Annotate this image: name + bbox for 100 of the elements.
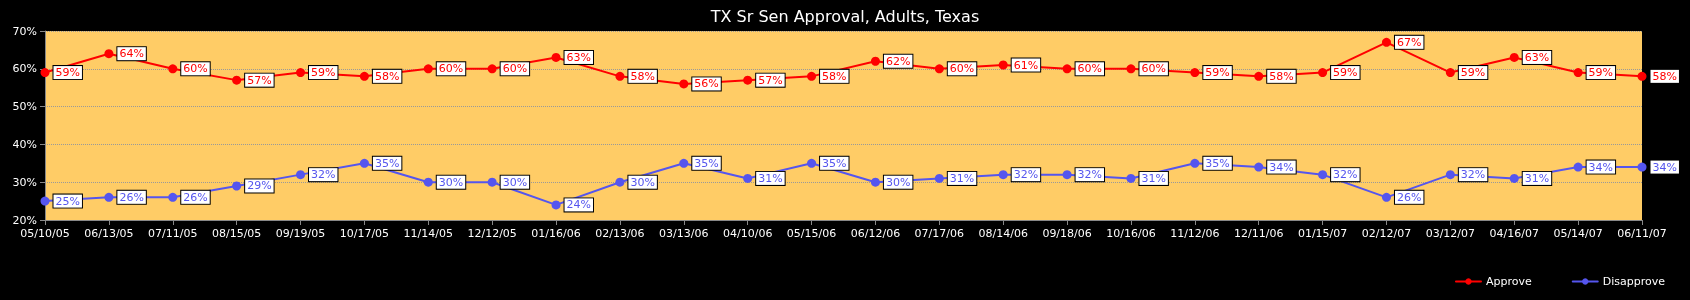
data-label: 58% xyxy=(822,69,847,83)
point xyxy=(1509,173,1519,183)
point xyxy=(1637,71,1647,81)
data-label: 61% xyxy=(1013,58,1039,72)
point xyxy=(1190,158,1200,168)
data-label: 60% xyxy=(502,62,528,76)
point xyxy=(1381,37,1391,47)
data-label: 35% xyxy=(822,156,847,170)
point xyxy=(1254,71,1264,81)
data-label: 59% xyxy=(1205,66,1230,80)
x-tick-label: 11/12/06 xyxy=(1170,227,1220,240)
data-label: 35% xyxy=(374,156,400,170)
y-tick-label: 70% xyxy=(12,24,37,38)
x-tick-label: 01/15/07 xyxy=(1297,227,1348,240)
data-label: 31% xyxy=(1524,171,1550,185)
point xyxy=(998,60,1008,70)
x-tick-label: 07/11/05 xyxy=(148,227,198,240)
point xyxy=(1062,170,1072,180)
x-tick-label: 07/17/06 xyxy=(914,227,965,240)
data-label: 63% xyxy=(1524,50,1550,64)
point xyxy=(232,75,242,85)
data-label: 64% xyxy=(119,47,144,61)
point xyxy=(870,177,880,187)
legend-label: Disapprove xyxy=(1602,275,1666,288)
data-label: 67% xyxy=(1396,35,1422,49)
data-label: 30% xyxy=(438,175,464,189)
data-label: 59% xyxy=(1588,66,1614,80)
point xyxy=(487,177,497,187)
data-label: 25% xyxy=(55,194,80,208)
data-label: 24% xyxy=(566,198,591,212)
data-label: 30% xyxy=(630,175,655,189)
data-label: 58% xyxy=(630,69,655,83)
data-label: 34% xyxy=(1588,160,1614,174)
data-label: 60% xyxy=(183,62,208,76)
point xyxy=(1190,68,1200,78)
point xyxy=(104,192,114,202)
data-label: 58% xyxy=(1269,69,1294,83)
data-label: 32% xyxy=(311,168,336,182)
x-tick-label: 12/11/06 xyxy=(1234,227,1284,240)
point xyxy=(870,56,880,66)
x-tick-label: 09/19/05 xyxy=(275,227,326,240)
x-tick-label: 09/18/06 xyxy=(1042,227,1092,240)
point xyxy=(1573,162,1583,172)
y-tick-label: 20% xyxy=(12,213,37,227)
data-label: 57% xyxy=(758,73,783,87)
x-tick-label: 05/15/06 xyxy=(786,227,837,240)
data-label: 26% xyxy=(1396,190,1422,204)
point xyxy=(1126,64,1136,74)
chart-title: TX Sr Sen Approval, Adults, Texas xyxy=(709,6,980,26)
point xyxy=(487,64,497,74)
x-tick-label: 02/13/06 xyxy=(595,227,645,240)
point xyxy=(743,75,753,85)
data-label: 59% xyxy=(1333,66,1358,80)
point xyxy=(1445,68,1455,78)
x-tick-label: 05/10/05 xyxy=(20,227,70,240)
point xyxy=(232,181,242,191)
x-tick-label: 06/11/07 xyxy=(1617,227,1667,240)
legend-label: Approve xyxy=(1485,275,1532,288)
data-label: 34% xyxy=(1652,160,1677,174)
data-label: 60% xyxy=(949,62,975,76)
point xyxy=(1318,68,1328,78)
data-label: 29% xyxy=(247,179,272,193)
data-label: 31% xyxy=(949,171,975,185)
data-label: 32% xyxy=(1013,168,1039,182)
data-label: 56% xyxy=(694,77,719,91)
point xyxy=(1637,162,1647,172)
point xyxy=(296,68,306,78)
y-tick-label: 40% xyxy=(12,137,37,151)
x-tick-label: 12/12/05 xyxy=(467,227,517,240)
x-tick-label: 04/16/07 xyxy=(1489,227,1539,240)
point xyxy=(551,200,561,210)
data-label: 30% xyxy=(885,175,911,189)
point xyxy=(934,173,944,183)
point xyxy=(1062,64,1072,74)
point xyxy=(743,173,753,183)
point xyxy=(359,71,369,81)
point xyxy=(807,158,817,168)
y-tick-label: 30% xyxy=(12,175,37,189)
x-tick-label: 02/12/07 xyxy=(1361,227,1412,240)
data-label: 58% xyxy=(1652,69,1677,83)
point xyxy=(40,196,50,206)
x-tick-label: 01/16/06 xyxy=(531,227,581,240)
data-label: 32% xyxy=(1333,168,1358,182)
x-tick-label: 11/14/05 xyxy=(403,227,453,240)
point xyxy=(1381,192,1391,202)
x-tick-label: 08/14/06 xyxy=(978,227,1028,240)
point xyxy=(1509,52,1519,62)
point xyxy=(615,71,625,81)
x-tick-label: 10/16/06 xyxy=(1106,227,1156,240)
point xyxy=(1573,68,1583,78)
data-label: 59% xyxy=(1460,66,1486,80)
data-label: 32% xyxy=(1077,168,1103,182)
point xyxy=(423,177,433,187)
data-label: 35% xyxy=(1205,156,1230,170)
point xyxy=(1126,173,1136,183)
data-label: 34% xyxy=(1269,160,1294,174)
point xyxy=(934,64,944,74)
data-label: 26% xyxy=(183,190,208,204)
data-label: 58% xyxy=(374,69,400,83)
data-label: 31% xyxy=(758,171,783,185)
